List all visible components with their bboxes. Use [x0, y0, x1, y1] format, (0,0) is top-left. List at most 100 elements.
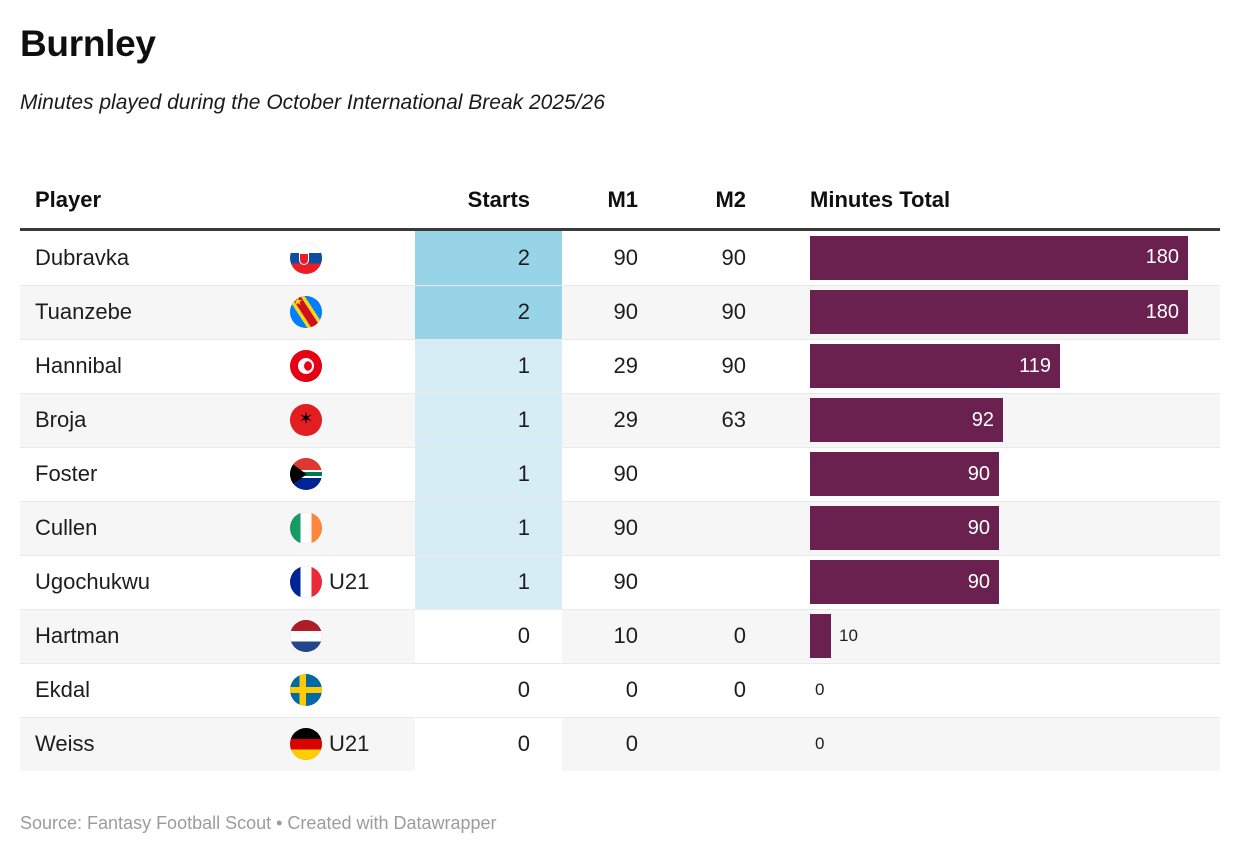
starts-cell: 2 — [415, 285, 562, 339]
minutes-bar-label: 90 — [967, 462, 990, 485]
column-header-minutes-total: Minutes Total — [810, 187, 951, 213]
minutes-total-cell: 0 — [758, 718, 1220, 771]
player-name: Ugochukwu — [35, 569, 150, 595]
table-row: Ekdal 0 0 0 0 — [20, 662, 1220, 717]
m2-cell — [650, 556, 758, 609]
m1-cell: 90 — [613, 244, 638, 270]
south-africa-flag-icon — [290, 458, 322, 491]
table-row: Cullen 1 90 90 — [20, 500, 1220, 555]
starts-cell: 1 — [415, 555, 562, 609]
nationality-cell: U21 — [290, 556, 415, 609]
nationality-cell — [290, 286, 415, 339]
m2-cell — [650, 718, 758, 771]
table-row: Foster 1 90 90 — [20, 446, 1220, 501]
nationality-cell — [290, 610, 415, 663]
minutes-bar: 92 — [810, 398, 1003, 443]
table-row: Ugochukwu U21 1 90 90 — [20, 554, 1220, 609]
m1-cell: 29 — [613, 353, 638, 379]
albania-flag-icon — [290, 404, 322, 437]
m2-cell — [650, 502, 758, 555]
starts-cell: 1 — [415, 393, 562, 447]
table-row: Weiss U21 0 0 0 — [20, 716, 1220, 771]
minutes-bar: 180 — [810, 235, 1188, 280]
sweden-flag-icon — [290, 674, 322, 707]
minutes-total-cell: 92 — [758, 394, 1220, 447]
ireland-flag-icon — [290, 512, 322, 545]
minutes-bar: 180 — [810, 290, 1188, 335]
table-body: Dubravka 2 90 90 180 Tuanzebe 2 90 90 18… — [20, 230, 1220, 771]
m2-cell: 90 — [721, 353, 746, 379]
column-header-flag-spacer — [290, 173, 415, 228]
m2-cell: 90 — [721, 299, 746, 325]
minutes-bar-label: 0 — [815, 680, 825, 700]
chart-subtitle: Minutes played during the October Intern… — [20, 90, 605, 114]
player-name: Weiss — [35, 731, 95, 757]
chart-container: Burnley Minutes played during the Octobe… — [0, 0, 1240, 834]
player-name: Broja — [35, 407, 87, 433]
nationality-cell — [290, 340, 415, 393]
minutes-bar: 90 — [810, 506, 999, 551]
table-header-row: Player Starts M1 M2 Minutes Total — [20, 173, 1220, 231]
starts-cell: 0 — [415, 663, 562, 717]
netherlands-flag-icon — [290, 620, 322, 653]
minutes-bar: 90 — [810, 452, 999, 497]
nationality-cell — [290, 448, 415, 501]
player-name: Dubravka — [35, 244, 130, 270]
starts-cell: 0 — [415, 609, 562, 663]
minutes-total-cell: 90 — [758, 556, 1220, 609]
minutes-total-cell: 0 — [758, 664, 1220, 717]
nationality-cell — [290, 394, 415, 447]
starts-cell: 1 — [415, 501, 562, 555]
minutes-bar-label: 119 — [1019, 354, 1051, 377]
starts-cell: 1 — [415, 447, 562, 501]
minutes-bar-label: 10 — [839, 626, 858, 646]
m2-cell: 63 — [721, 407, 746, 433]
player-name: Cullen — [35, 515, 98, 541]
m1-cell: 90 — [613, 515, 638, 541]
source-attribution: Source: Fantasy Football Scout • Created… — [20, 812, 497, 833]
m1-cell: 90 — [613, 461, 638, 487]
starts-cell: 1 — [415, 339, 562, 393]
minutes-bar-label: 92 — [971, 408, 994, 431]
u21-label: U21 — [329, 731, 370, 757]
m2-cell: 0 — [733, 677, 746, 703]
slovakia-flag-icon — [290, 241, 322, 274]
column-header-starts: Starts — [467, 187, 530, 213]
minutes-bar — [810, 614, 831, 659]
column-header-player: Player — [35, 187, 102, 213]
table-row: Dubravka 2 90 90 180 — [20, 230, 1220, 285]
player-name: Hannibal — [35, 353, 122, 379]
tunisia-flag-icon — [290, 350, 322, 383]
nationality-cell: U21 — [290, 718, 415, 771]
starts-cell: 2 — [415, 230, 562, 285]
m1-cell: 90 — [613, 569, 638, 595]
minutes-total-cell: 10 — [758, 610, 1220, 663]
minutes-bar: 119 — [810, 344, 1060, 389]
player-name: Hartman — [35, 623, 120, 649]
minutes-total-cell: 90 — [758, 448, 1220, 501]
table-row: Tuanzebe 2 90 90 180 — [20, 284, 1220, 339]
france-flag-icon — [290, 566, 322, 599]
minutes-bar-label: 90 — [967, 570, 990, 593]
m2-cell: 0 — [733, 623, 746, 649]
nationality-cell — [290, 231, 415, 285]
column-header-m1: M1 — [607, 187, 638, 213]
column-header-m2: M2 — [715, 187, 746, 213]
nationality-cell — [290, 502, 415, 555]
minutes-bar-label: 90 — [967, 516, 990, 539]
minutes-table: Player Starts M1 M2 Minutes Total Dubrav… — [20, 173, 1220, 771]
minutes-bar: 90 — [810, 560, 999, 605]
minutes-total-cell: 180 — [758, 286, 1220, 339]
minutes-total-cell: 90 — [758, 502, 1220, 555]
player-name: Ekdal — [35, 677, 91, 703]
m2-cell — [650, 448, 758, 501]
table-row: Hannibal 1 29 90 119 — [20, 338, 1220, 393]
germany-flag-icon — [290, 728, 322, 761]
m1-cell: 29 — [613, 407, 638, 433]
player-name: Foster — [35, 461, 98, 487]
minutes-bar-label: 0 — [815, 734, 825, 754]
chart-title: Burnley — [20, 23, 156, 64]
m1-cell: 0 — [625, 677, 638, 703]
u21-label: U21 — [329, 569, 370, 595]
m2-cell: 90 — [721, 244, 746, 270]
